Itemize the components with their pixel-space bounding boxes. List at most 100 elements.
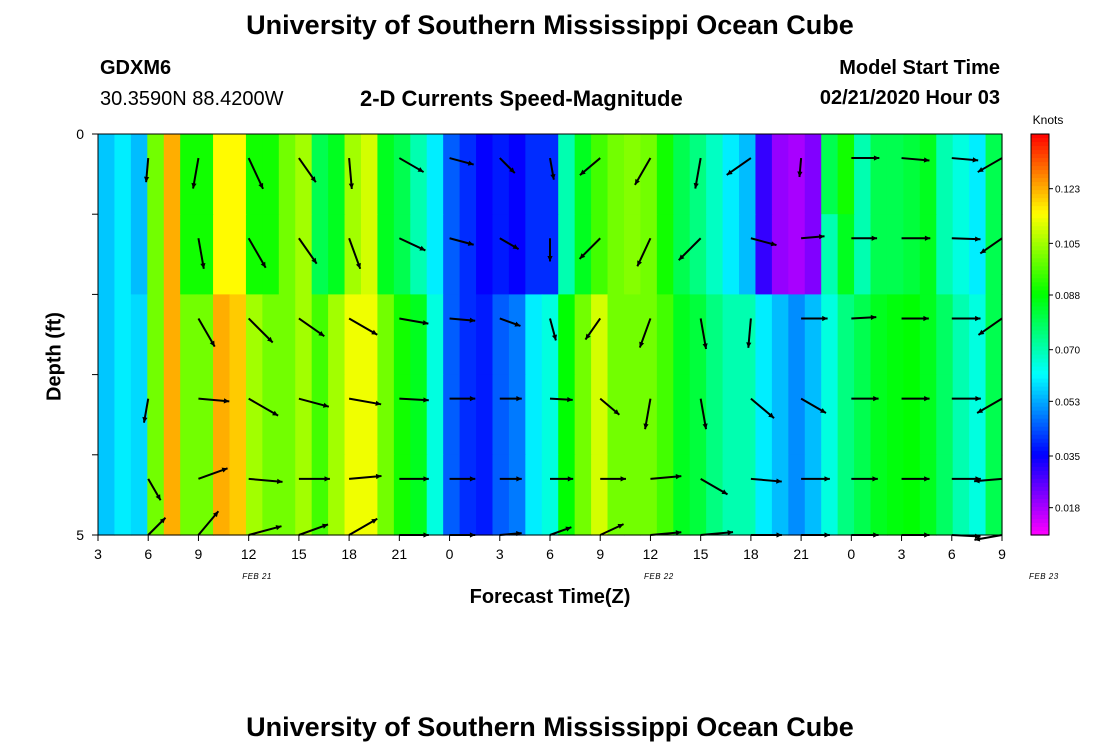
current-vector	[247, 157, 264, 190]
current-vector	[599, 397, 621, 416]
colorbar-segment	[1031, 526, 1049, 532]
heatmap-cell	[591, 294, 609, 376]
colorbar-segment	[1031, 322, 1049, 328]
heatmap-cell	[969, 294, 987, 376]
heatmap-cell	[886, 294, 904, 376]
colorbar-segment	[1031, 414, 1049, 420]
heatmap-cell	[377, 294, 395, 376]
current-vector	[851, 155, 880, 161]
heatmap-cell	[295, 294, 313, 376]
vector-shaft	[247, 317, 274, 344]
model-start-value: 02/21/2020 Hour 03	[819, 87, 1000, 109]
colorbar-segment	[1031, 430, 1049, 436]
heatmap-cell	[410, 294, 428, 376]
heatmap-cell	[98, 454, 116, 536]
heatmap-cell	[936, 214, 954, 295]
heatmap-cell	[114, 454, 132, 536]
heatmap-cell	[886, 454, 904, 536]
vector-head	[923, 157, 930, 163]
model-start-label: Model Start Time	[839, 57, 1000, 79]
current-vector	[693, 157, 702, 189]
current-vector	[248, 525, 282, 536]
heatmap-cell	[229, 214, 247, 295]
current-vector	[398, 237, 426, 252]
heatmap-cell	[130, 454, 148, 536]
heatmap-cell	[788, 134, 806, 215]
current-vector	[579, 157, 601, 176]
current-vector	[851, 476, 878, 482]
heatmap-cell	[229, 374, 247, 456]
colorbar-segment	[1031, 182, 1049, 187]
heatmap-cell	[640, 374, 658, 456]
x-tick-label: 3	[496, 546, 504, 562]
heatmap-cell	[426, 134, 444, 215]
vector-head	[702, 343, 708, 349]
colorbar-segment	[1031, 234, 1049, 239]
x-tick-label: 9	[195, 546, 203, 562]
heatmap-cell	[936, 134, 954, 215]
heatmap-cell	[771, 294, 789, 376]
current-vector	[298, 523, 329, 536]
heatmap-cell	[558, 214, 576, 295]
vector-head	[159, 517, 166, 524]
heatmap-cell	[147, 454, 165, 536]
heatmap-cell	[393, 214, 411, 295]
heatmap-cell	[558, 374, 576, 456]
current-vector	[800, 397, 827, 414]
heatmap-cell	[591, 454, 609, 536]
heatmap-cell	[130, 214, 148, 295]
colorbar-segment	[1031, 466, 1049, 472]
vector-head	[797, 171, 803, 177]
vector-shaft	[247, 237, 267, 269]
heatmap-cell	[607, 294, 625, 376]
heatmap-cell	[508, 134, 526, 215]
current-vector	[499, 317, 521, 327]
heatmap-cell	[426, 374, 444, 456]
heatmap-cell	[870, 294, 888, 376]
heatmap-cell	[591, 374, 609, 456]
plot-title: 2-D Currents Speed-Magnitude	[360, 86, 683, 111]
heatmap-cell	[262, 134, 280, 215]
colorbar-segment	[1031, 138, 1049, 143]
current-vector	[398, 157, 425, 173]
heatmap-cell	[443, 294, 461, 376]
current-vector	[750, 477, 782, 484]
vector-head	[371, 329, 378, 335]
current-vector	[348, 237, 362, 270]
heatmap-cell	[739, 294, 757, 376]
current-vector	[348, 517, 378, 536]
colorbar-segment	[1031, 450, 1049, 456]
heatmap-cell	[328, 134, 346, 215]
vector-head	[469, 317, 476, 323]
heatmap-cell	[952, 134, 970, 215]
vector-head	[276, 478, 283, 484]
vector-head	[579, 169, 586, 176]
heatmap-cell	[311, 214, 329, 295]
heatmap-cell	[854, 214, 872, 295]
current-vector	[499, 476, 522, 482]
axes: 3 6 9 12 15 18 21 0 3 6 9 12 15 18 21 0 3 6 9 FEB 21 FEB 22 F…	[76, 126, 1058, 581]
colorbar-segment	[1031, 178, 1049, 183]
current-vector	[801, 234, 825, 240]
heatmap-cell	[771, 454, 789, 536]
colorbar-segment	[1031, 206, 1049, 211]
heatmap-cell	[722, 454, 740, 536]
vector-head	[267, 336, 273, 343]
heatmap-cell	[393, 454, 411, 536]
heatmap-cell	[689, 214, 707, 295]
current-vector	[699, 398, 708, 430]
heatmap-cell	[821, 214, 839, 295]
heatmap-cell	[969, 374, 987, 456]
x-tick-label: 12	[241, 546, 257, 562]
heatmap-cell	[213, 134, 231, 215]
colorbar-segment	[1031, 378, 1049, 384]
heatmap-cell	[328, 214, 346, 295]
current-vector	[197, 510, 220, 536]
current-vector	[547, 238, 553, 262]
colorbar-segment	[1031, 330, 1049, 336]
current-vector	[499, 157, 516, 174]
heatmap-cell	[985, 134, 1003, 215]
heatmap-cell	[886, 374, 904, 456]
current-vector	[198, 467, 228, 480]
heatmap-cell	[278, 214, 296, 295]
